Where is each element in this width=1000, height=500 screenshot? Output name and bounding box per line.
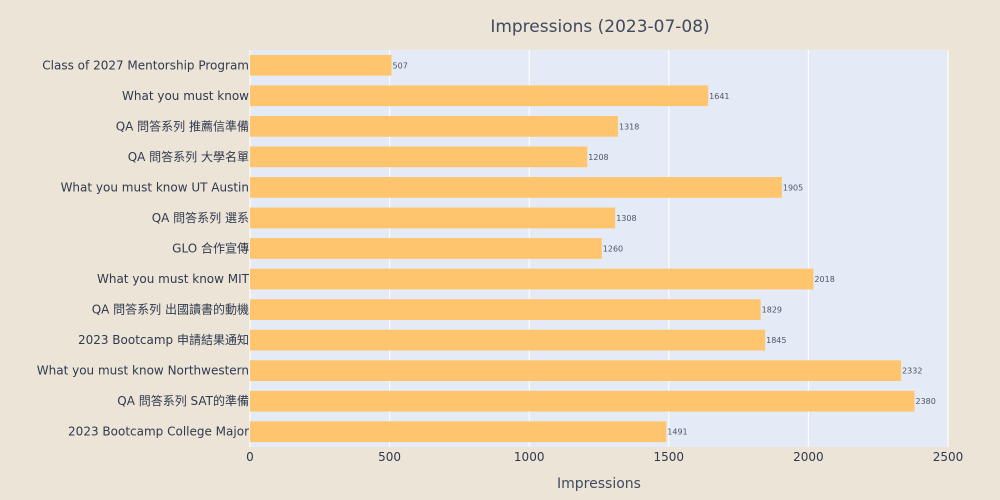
bar: [250, 360, 902, 382]
bar: [250, 329, 766, 351]
bar: [250, 238, 602, 259]
category-label: QA 問答系列 SAT的準備: [117, 393, 249, 408]
data-label: 1641: [709, 92, 729, 101]
bar: [250, 390, 915, 412]
x-tick-label: 1000: [514, 450, 545, 464]
bar: [250, 421, 667, 443]
data-label: 1845: [766, 336, 786, 345]
category-label: What you must know MIT: [97, 272, 250, 286]
data-label: 1491: [667, 428, 687, 437]
x-tick-label: 1500: [654, 450, 685, 464]
x-tick-label: 500: [378, 450, 401, 464]
category-label: What you must know: [122, 89, 249, 103]
category-label: Class of 2027 Mentorship Program: [42, 58, 249, 72]
bar: [250, 299, 761, 320]
category-labels: Class of 2027 Mentorship Program What you…: [37, 58, 250, 438]
data-label: 507: [393, 61, 408, 70]
x-tick-label: 2500: [933, 450, 964, 464]
bar: [250, 177, 782, 198]
data-label: 1829: [762, 306, 782, 315]
bar: [250, 54, 392, 76]
chart-title: Impressions (2023-07-08): [490, 17, 709, 37]
category-label: QA 問答系列 大學名單: [128, 149, 249, 164]
category-label: What you must know Northwestern: [37, 364, 249, 378]
bar: [250, 207, 616, 229]
bar: [250, 268, 814, 290]
bar: [250, 146, 588, 168]
category-label: GLO 合作宣傳: [172, 241, 249, 256]
category-label: What you must know UT Austin: [61, 180, 249, 194]
x-axis-title: Impressions: [557, 476, 641, 492]
data-label: 1905: [783, 183, 803, 192]
data-labels: 507 1641 1318 1208 1905 1308 1260 2018 1829 1845 2…: [393, 61, 936, 436]
data-label: 2332: [902, 367, 922, 376]
data-label: 2018: [814, 275, 834, 284]
data-label: 1308: [616, 214, 636, 223]
x-tick-label: 2000: [793, 450, 824, 464]
data-label: 1318: [619, 122, 639, 131]
data-label: 1208: [588, 153, 608, 162]
bar: [250, 115, 618, 137]
category-label: QA 問答系列 出國讀書的動機: [92, 302, 249, 317]
category-label: 2023 Bootcamp College Major: [68, 425, 249, 439]
bar: [250, 85, 709, 107]
category-label: 2023 Bootcamp 申請結果通知: [78, 333, 249, 347]
bars: [250, 54, 915, 443]
category-label: QA 問答系列 推薦信準備: [116, 118, 249, 133]
data-label: 1260: [603, 245, 623, 254]
category-label: QA 問答系列 選系: [152, 210, 249, 225]
x-tick-label: 0: [246, 450, 254, 464]
x-tick-labels: 0 500 1000 1500 2000 2500: [246, 450, 963, 464]
data-label: 2380: [915, 397, 935, 406]
